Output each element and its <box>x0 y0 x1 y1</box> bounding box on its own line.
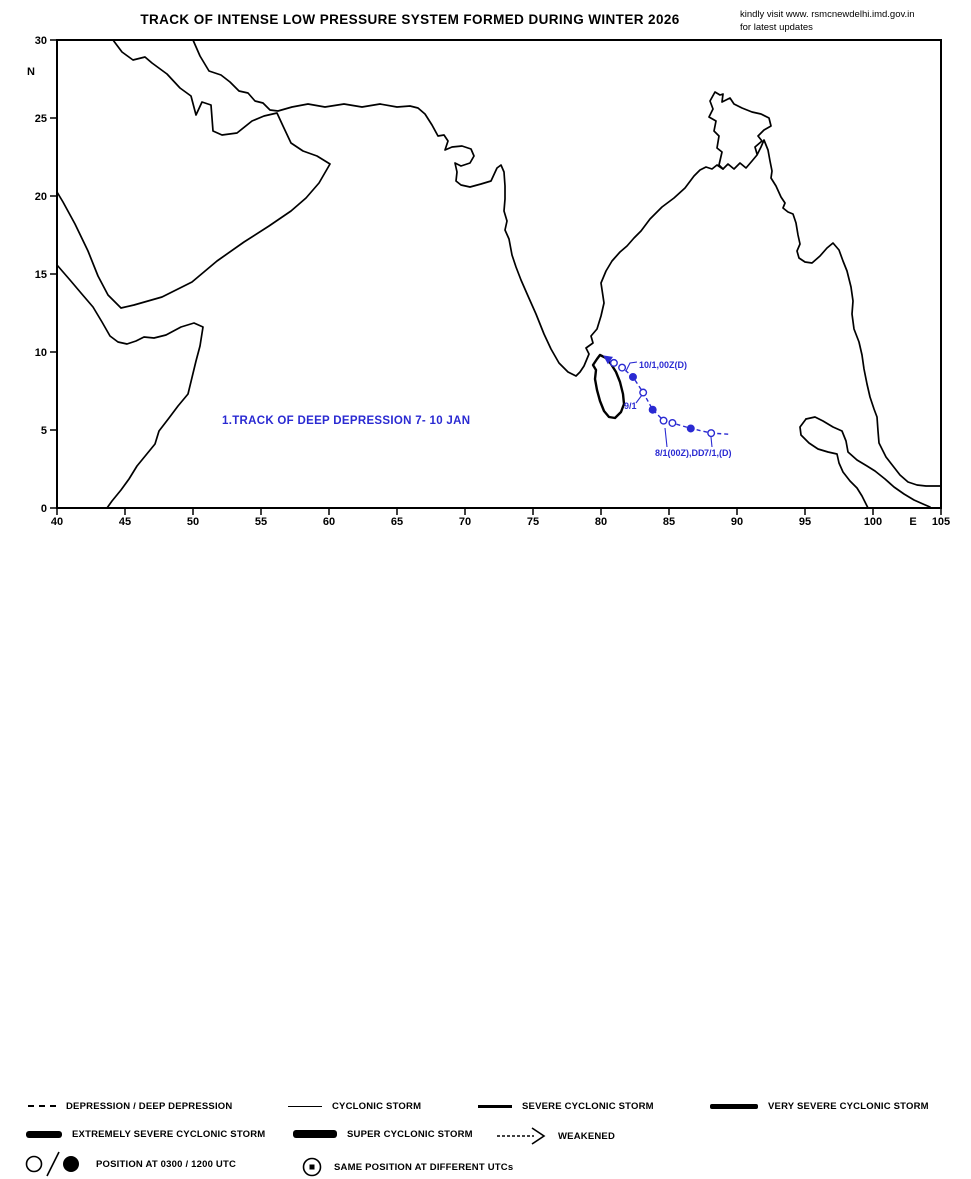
lon-tick-label: 55 <box>255 516 267 528</box>
track-dashed-line <box>613 362 729 435</box>
track-label-leader <box>635 394 643 404</box>
lat-tick-label: 30 <box>35 35 47 47</box>
legend-item-line-medium: SEVERE CYCLONIC STORM <box>478 1097 654 1115</box>
legend-item-label: SAME POSITION AT DIFFERENT UTCs <box>334 1161 514 1173</box>
lon-tick-label: 95 <box>799 516 811 528</box>
legend-item-line-thick: VERY SEVERE CYCLONIC STORM <box>710 1097 929 1115</box>
legend-item-label: WEAKENED <box>558 1130 616 1142</box>
track-map: 40 45 50 55 60 65 70 75 80 85 90 95 100 105 E 0 5 10 15 20 2… <box>27 35 950 528</box>
bar-heavy-symbol <box>26 1130 62 1138</box>
legend-item-dashed-arrow: WEAKENED <box>496 1123 615 1149</box>
lat-tick-label: 5 <box>41 425 47 437</box>
legend-item-line-thin: CYCLONIC STORM <box>288 1097 421 1115</box>
lon-tick-label: 50 <box>187 516 199 528</box>
track-annotation: 1.TRACK OF DEEP DEPRESSION 7- 10 JAN <box>222 415 471 427</box>
coastlines <box>56 39 942 509</box>
line-medium-symbol <box>478 1104 512 1108</box>
legend-item-label: SUPER CYCLONIC STORM <box>347 1128 473 1140</box>
track-date-label: 8/1(00Z),DD <box>655 448 705 458</box>
legend-item-bar-heavy: EXTREMELY SEVERE CYCLONIC STORM <box>26 1125 265 1143</box>
storm-track: 10/1,00Z(D) 9/1 8/1(00Z),DD 7/1,(D) <box>603 355 732 458</box>
track-label-leader <box>664 427 668 448</box>
visit-note-line1: kindly visit www. rsmcnewdelhi.imd.gov.i… <box>740 9 915 20</box>
axes: 40 45 50 55 60 65 70 75 80 85 90 95 100 105 E 0 5 10 15 20 2… <box>27 35 950 528</box>
coastline-sri-lanka <box>591 353 626 420</box>
legend-item-label: DEPRESSION / DEEP DEPRESSION <box>66 1100 233 1112</box>
coastline-iran-india-myanmar <box>192 39 942 487</box>
lon-tick-label: 40 <box>51 516 63 528</box>
legend-item-label: SEVERE CYCLONIC STORM <box>522 1100 654 1112</box>
bar-super-symbol <box>293 1130 337 1138</box>
track-point-0300utc <box>639 388 648 397</box>
legend-item-label: EXTREMELY SEVERE CYCLONIC STORM <box>72 1128 266 1140</box>
circled-dot-symbol <box>302 1157 322 1177</box>
coastline-arabian-peninsula <box>56 39 331 309</box>
track-point-1200utc <box>648 405 657 414</box>
lat-tick-label: 10 <box>35 347 47 359</box>
track-label-leader <box>625 361 638 372</box>
track-point-0300utc <box>668 418 677 427</box>
coastline-sumatra-east <box>805 416 931 508</box>
legend-item-label: POSITION AT 0300 / 1200 UTC <box>96 1158 237 1170</box>
track-date-label: 7/1,(D) <box>704 448 732 458</box>
line-thin-symbol <box>288 1105 322 1107</box>
lat-tick-label: 20 <box>35 191 47 203</box>
coastline-africa-horn <box>56 264 204 509</box>
track-point-1200utc <box>628 372 637 381</box>
lon-unit-label: E <box>909 516 916 528</box>
legend-item-label: CYCLONIC STORM <box>332 1100 422 1112</box>
lon-tick-label: 100 <box>864 516 882 528</box>
line-thick-symbol <box>710 1103 758 1109</box>
lon-tick-label: 85 <box>663 516 675 528</box>
map-frame <box>56 39 942 509</box>
legend-item-label: VERY SEVERE CYCLONIC STORM <box>768 1100 929 1112</box>
track-point-0300utc <box>618 363 627 372</box>
lon-tick-label: 105 <box>932 516 950 528</box>
track-point-0300utc <box>659 416 668 425</box>
lon-tick-label: 80 <box>595 516 607 528</box>
legend-item-bar-super: SUPER CYCLONIC STORM <box>293 1125 473 1143</box>
track-point-0300utc <box>707 429 716 438</box>
visit-note-line2: for latest updates <box>740 22 813 33</box>
track-date-label: 10/1,00Z(D) <box>639 360 687 370</box>
lon-tick-label: 45 <box>119 516 131 528</box>
lon-tick-label: 70 <box>459 516 471 528</box>
lon-tick-label: 60 <box>323 516 335 528</box>
lon-tick-label: 90 <box>731 516 743 528</box>
dashed-line-symbol <box>28 1105 56 1107</box>
lat-tick-label: 15 <box>35 269 47 281</box>
track-date-label: 9/1 <box>624 401 637 411</box>
legend: DEPRESSION / DEEP DEPRESSION CYCLONIC STO… <box>0 545 971 1177</box>
lat-tick-label: 0 <box>41 503 47 515</box>
track-point-0300utc <box>609 358 618 367</box>
lon-tick-label: 65 <box>391 516 403 528</box>
lon-tick-label: 75 <box>527 516 539 528</box>
legend-item-position-circles: POSITION AT 0300 / 1200 UTC <box>24 1149 236 1179</box>
lat-tick-label: 25 <box>35 113 47 125</box>
track-label-leader <box>710 436 713 448</box>
coastline-bangladesh <box>708 91 772 170</box>
weakened-arrow-icon <box>603 355 614 365</box>
map-title: TRACK OF INTENSE LOW PRESSURE SYSTEM FOR… <box>140 12 680 27</box>
position-circles-symbol <box>25 1151 79 1177</box>
track-point-1200utc <box>686 424 695 433</box>
coastline-sumatra-west <box>799 418 869 509</box>
legend-item-dashed-line: DEPRESSION / DEEP DEPRESSION <box>28 1097 232 1115</box>
visit-note: kindly visit www. rsmcnewdelhi.imd.gov.i… <box>740 8 950 34</box>
legend-item-circled-dot: SAME POSITION AT DIFFERENT UTCs <box>300 1155 513 1179</box>
lat-unit-label: N <box>27 66 35 78</box>
dashed-arrow-symbol <box>497 1127 546 1145</box>
